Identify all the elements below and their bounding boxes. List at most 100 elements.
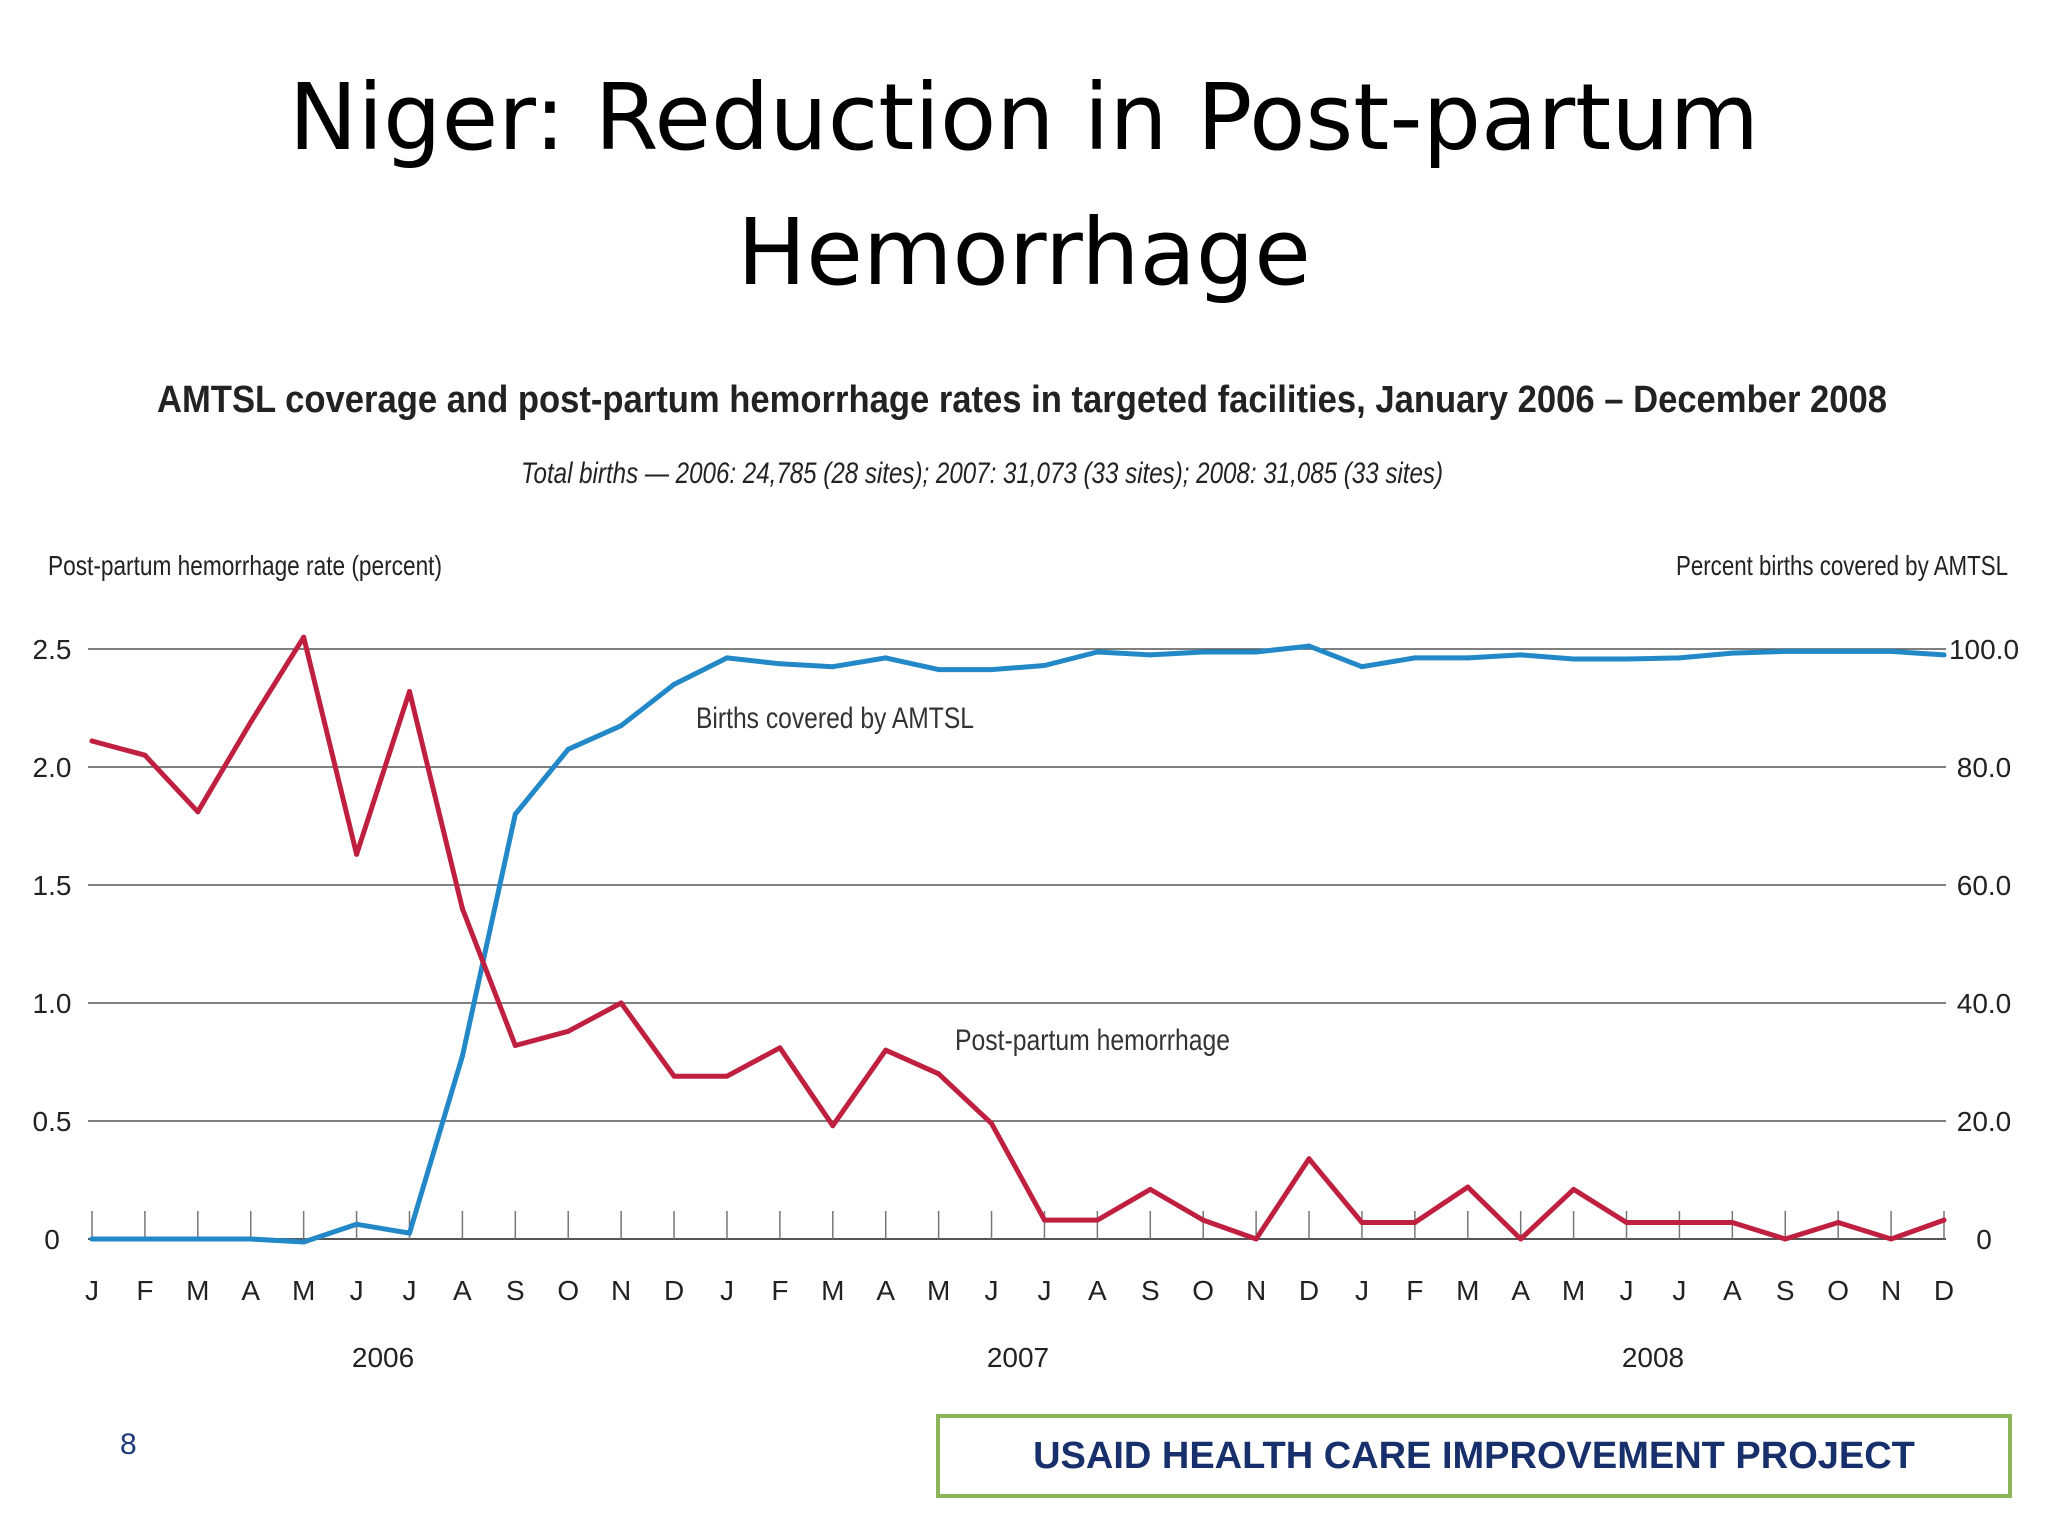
amtsl-data-point xyxy=(1200,649,1206,655)
x-tick-label: S xyxy=(1141,1275,1160,1306)
amtsl-data-point xyxy=(1253,649,1259,655)
x-tick-label: D xyxy=(1299,1275,1319,1306)
x-tick-label: D xyxy=(1934,1275,1954,1306)
amtsl-series-line xyxy=(89,643,1947,1245)
pph-data-point xyxy=(1782,1236,1788,1242)
axis-ticks: 0 0.5 1.0 1.5 2.0 2.5 0 20.0 40.0 60.0 80.0 100.0 J F… xyxy=(33,634,2020,1373)
amtsl-data-point xyxy=(89,1236,95,1242)
right-tick-label: 0 xyxy=(1976,1224,1992,1255)
amtsl-data-point xyxy=(1941,652,1947,658)
x-tick-label: A xyxy=(1723,1275,1742,1306)
x-tick-label: F xyxy=(771,1275,788,1306)
pph-data-point xyxy=(1835,1219,1841,1225)
x-tick-label: J xyxy=(1037,1275,1051,1306)
x-tick-label: J xyxy=(1672,1275,1686,1306)
pph-data-point xyxy=(618,1000,624,1006)
x-tick-label: M xyxy=(292,1275,315,1306)
footer-text: USAID HEALTH CARE IMPROVEMENT PROJECT xyxy=(1033,1434,1915,1477)
x-tick-label: O xyxy=(557,1275,579,1306)
amtsl-data-point xyxy=(512,811,518,817)
x-tick-label: M xyxy=(821,1275,844,1306)
footer-banner: USAID HEALTH CARE IMPROVEMENT PROJECT xyxy=(936,1414,2012,1498)
pph-data-point xyxy=(1888,1236,1894,1242)
pph-data-point xyxy=(248,719,254,725)
x-tick-label: N xyxy=(611,1275,631,1306)
pph-data-point xyxy=(512,1042,518,1048)
pph-data-point xyxy=(142,752,148,758)
x-tick-label: D xyxy=(664,1275,684,1306)
chart-title: AMTSL coverage and post-partum hemorrhag… xyxy=(157,379,1887,421)
amtsl-data-point xyxy=(936,667,942,673)
amtsl-data-point xyxy=(1571,656,1577,662)
x-tick-label: A xyxy=(1088,1275,1107,1306)
series-label-amtsl: Births covered by AMTSL xyxy=(696,702,974,735)
left-tick-label: 0.5 xyxy=(33,1106,72,1137)
series-label-pph: Post-partum hemorrhage xyxy=(955,1024,1230,1057)
slide-title: Niger: Reduction in Post-partum Hemorrha… xyxy=(0,50,2048,320)
x-tick-label: A xyxy=(1511,1275,1530,1306)
pph-data-point xyxy=(1306,1156,1312,1162)
amtsl-data-point xyxy=(1041,663,1047,669)
amtsl-data-point xyxy=(1835,648,1841,654)
amtsl-data-point xyxy=(1888,648,1894,654)
amtsl-data-point xyxy=(1729,650,1735,656)
right-tick-label: 100.0 xyxy=(1949,634,2019,665)
pph-data-point xyxy=(1571,1186,1577,1192)
left-tick-label: 1.0 xyxy=(33,988,72,1019)
amtsl-data-point xyxy=(565,746,571,752)
x-tick-label: O xyxy=(1827,1275,1849,1306)
pph-data-point xyxy=(301,634,307,640)
pph-data-point xyxy=(1465,1184,1471,1190)
pph-data-point xyxy=(671,1073,677,1079)
x-tick-label: A xyxy=(876,1275,895,1306)
amtsl-data-point xyxy=(830,664,836,670)
slide-title-line-1: Niger: Reduction in Post-partum xyxy=(288,64,1760,171)
series-lines xyxy=(89,634,1947,1245)
pph-data-point xyxy=(777,1045,783,1051)
pph-data-point xyxy=(1200,1217,1206,1223)
x-tick-label: F xyxy=(136,1275,153,1306)
amtsl-data-point xyxy=(1094,649,1100,655)
pph-data-point xyxy=(724,1073,730,1079)
gridlines xyxy=(88,648,1946,1240)
pph-data-point xyxy=(1729,1219,1735,1225)
pph-data-point xyxy=(1412,1219,1418,1225)
amtsl-data-point xyxy=(724,655,730,661)
amtsl-data-point xyxy=(195,1236,201,1242)
pph-data-point xyxy=(1147,1186,1153,1192)
right-tick-label: 40.0 xyxy=(1957,988,2012,1019)
x-tick-label: M xyxy=(1456,1275,1479,1306)
x-tick-label: S xyxy=(506,1275,525,1306)
pph-data-point xyxy=(830,1123,836,1129)
amtsl-data-point xyxy=(1359,664,1365,670)
left-axis-label: Post-partum hemorrhage rate (percent) xyxy=(48,550,442,581)
x-tick-label: M xyxy=(1562,1275,1585,1306)
pph-data-point xyxy=(989,1120,995,1126)
left-tick-label: 2.5 xyxy=(33,634,72,665)
x-tick-label: O xyxy=(1192,1275,1214,1306)
pph-data-point xyxy=(1094,1217,1100,1223)
amtsl-data-point xyxy=(301,1239,307,1245)
pph-data-point xyxy=(89,738,95,744)
amtsl-data-point xyxy=(777,661,783,667)
pph-data-point xyxy=(936,1071,942,1077)
chart-subtitle: Total births — 2006: 24,785 (28 sites); … xyxy=(521,457,1443,490)
amtsl-data-point xyxy=(354,1221,360,1227)
amtsl-data-point xyxy=(618,723,624,729)
pph-data-point xyxy=(1359,1219,1365,1225)
x-tick-label: A xyxy=(241,1275,260,1306)
left-tick-label: 2.0 xyxy=(33,752,72,783)
amtsl-data-point xyxy=(1412,655,1418,661)
x-tick-label: N xyxy=(1881,1275,1901,1306)
x-tick-label: M xyxy=(927,1275,950,1306)
x-tick-label: J xyxy=(350,1275,364,1306)
amtsl-data-point xyxy=(989,667,995,673)
x-tick-label: N xyxy=(1246,1275,1266,1306)
amtsl-data-point xyxy=(248,1236,254,1242)
x-tick-label: J xyxy=(720,1275,734,1306)
right-tick-label: 80.0 xyxy=(1957,752,2012,783)
amtsl-data-point xyxy=(406,1230,412,1236)
x-tick-label: J xyxy=(1620,1275,1634,1306)
amtsl-data-point xyxy=(142,1236,148,1242)
x-tick-label: S xyxy=(1776,1275,1795,1306)
